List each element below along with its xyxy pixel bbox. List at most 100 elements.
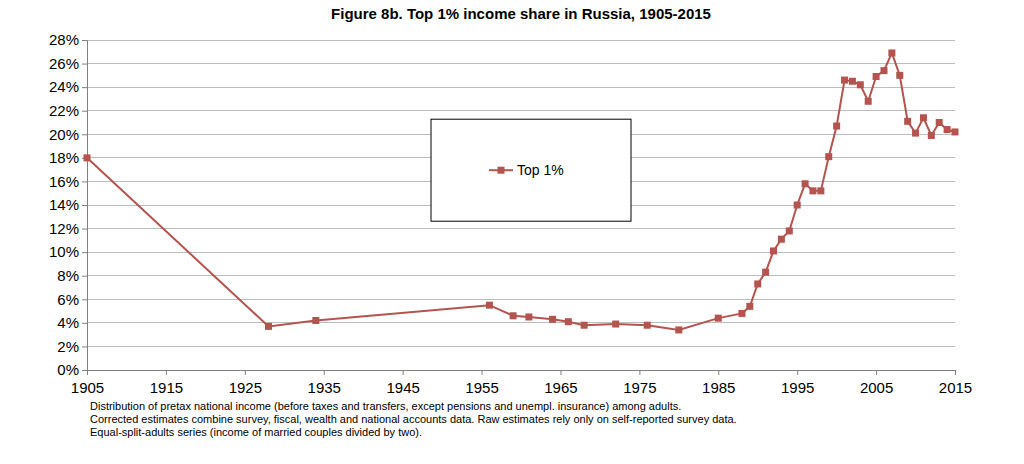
x-tick-mark [797, 370, 798, 375]
x-tick: 1945 [386, 370, 419, 396]
y-tick-label: 2% [57, 338, 79, 355]
x-tick-label: 1985 [702, 379, 735, 396]
y-tick: 0% [57, 361, 87, 378]
y-tick-label: 16% [49, 173, 79, 190]
y-tick: 6% [57, 291, 87, 308]
x-tick: 1965 [544, 370, 577, 396]
x-tick: 2015 [939, 370, 972, 396]
y-tick-label: 20% [49, 126, 79, 143]
x-tick-label: 1905 [71, 379, 104, 396]
footnote: Distribution of pretax national income (… [90, 400, 681, 412]
x-tick-mark [324, 370, 325, 375]
y-tick-mark [82, 40, 87, 41]
grid-line [87, 275, 955, 276]
y-tick: 20% [49, 126, 87, 143]
y-tick-mark [82, 299, 87, 300]
legend-label: Top 1% [517, 162, 564, 178]
series-marker [265, 323, 272, 330]
plot: 0%2%4%6%8%10%12%14%16%18%20%22%24%26%28%… [49, 31, 972, 396]
x-tick-mark [403, 370, 404, 375]
x-tick: 1935 [308, 370, 341, 396]
grid-line [87, 110, 955, 111]
y-tick: 28% [49, 31, 87, 48]
series-marker [675, 326, 682, 333]
y-tick: 22% [49, 102, 87, 119]
y-tick-label: 8% [57, 267, 79, 284]
x-tick-label: 1995 [781, 379, 814, 396]
x-axis: 1905191519251935194519551965197519851995… [71, 370, 972, 396]
chart: Figure 8b. Top 1% income share in Russia… [0, 0, 1024, 464]
series-marker [778, 236, 785, 243]
series-marker [873, 73, 880, 80]
y-tick: 14% [49, 196, 87, 213]
y-tick-label: 14% [49, 196, 79, 213]
y-tick: 10% [49, 243, 87, 260]
data-layer [84, 49, 959, 333]
x-tick-label: 1945 [386, 379, 419, 396]
grid-line [87, 228, 955, 229]
series-line [87, 53, 955, 330]
y-tick-label: 10% [49, 243, 79, 260]
y-tick-mark [82, 111, 87, 112]
y-tick: 24% [49, 78, 87, 95]
title: Figure 8b. Top 1% income share in Russia… [331, 5, 711, 22]
grid-line [87, 299, 955, 300]
legend-box [431, 119, 631, 221]
x-tick-mark [639, 370, 640, 375]
x-axis-line [88, 371, 956, 376]
x-tick-mark [87, 370, 88, 375]
x-tick: 1995 [781, 370, 814, 396]
y-tick-label: 6% [57, 291, 79, 308]
grid-line [87, 40, 955, 41]
footnote: Corrected estimates combine survey, fisc… [90, 413, 737, 425]
y-tick-mark [82, 64, 87, 65]
series-marker [952, 128, 959, 135]
y-tick-label: 28% [49, 31, 79, 48]
y-axis-line [82, 41, 88, 371]
series-marker [770, 247, 777, 254]
y-tick-label: 12% [49, 220, 79, 237]
x-tick: 1955 [465, 370, 498, 396]
x-tick: 1905 [71, 370, 104, 396]
series-marker [944, 126, 951, 133]
y-tick-mark [82, 346, 87, 347]
series-marker [762, 269, 769, 276]
grid-line [87, 322, 955, 323]
series-marker [549, 316, 556, 323]
y-tick: 16% [49, 173, 87, 190]
x-tick-label: 1915 [150, 379, 183, 396]
y-tick: 2% [57, 338, 87, 355]
series-marker [612, 321, 619, 328]
x-tick: 2005 [860, 370, 893, 396]
x-tick-mark [955, 370, 956, 375]
x-tick-label: 1935 [308, 379, 341, 396]
y-tick-mark [82, 370, 87, 371]
y-tick-mark [82, 87, 87, 88]
series-marker [715, 315, 722, 322]
series-marker [738, 310, 745, 317]
series-marker [896, 72, 903, 79]
y-tick-label: 0% [57, 361, 79, 378]
y-tick-mark [82, 181, 87, 182]
y-tick: 18% [49, 149, 87, 166]
x-tick-label: 1965 [544, 379, 577, 396]
series-marker [565, 318, 572, 325]
x-tick: 1925 [229, 370, 262, 396]
x-tick-mark [560, 370, 561, 375]
series-marker [817, 187, 824, 194]
y-tick-mark [82, 205, 87, 206]
series-marker [880, 67, 887, 74]
series-marker [84, 154, 91, 161]
series-marker [809, 187, 816, 194]
series-marker [786, 227, 793, 234]
x-tick-mark [876, 370, 877, 375]
series-marker [525, 313, 532, 320]
x-tick-mark [718, 370, 719, 375]
series-marker [904, 118, 911, 125]
series-marker [644, 322, 651, 329]
x-tick-mark [482, 370, 483, 375]
y-tick-label: 24% [49, 78, 79, 95]
x-tick-label: 1955 [465, 379, 498, 396]
x-tick: 1985 [702, 370, 735, 396]
legend: Top 1% [431, 119, 631, 221]
